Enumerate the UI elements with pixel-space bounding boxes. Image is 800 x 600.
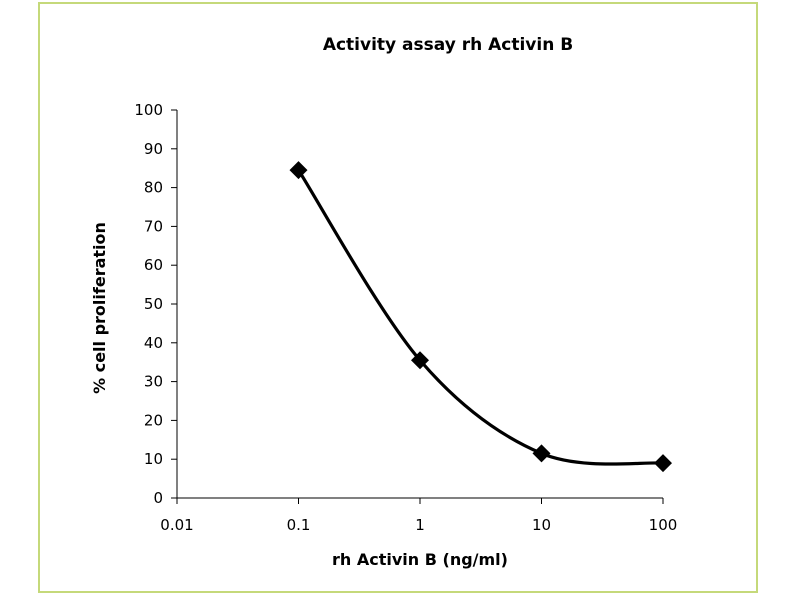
x-tick-label: 0.1 bbox=[287, 516, 311, 534]
y-axis-title: % cell proliferation bbox=[90, 222, 109, 394]
data-point-marker bbox=[411, 351, 429, 370]
x-axis: 0.01 0.1 1 10 100 bbox=[160, 497, 678, 534]
y-tick-label: 40 bbox=[144, 334, 163, 352]
series-layer bbox=[289, 161, 672, 473]
y-tick-label: 50 bbox=[144, 295, 163, 313]
x-tick-label: 1 bbox=[415, 516, 425, 534]
y-tick-label: 20 bbox=[144, 411, 163, 429]
y-axis: 0 10 20 30 40 50 60 70 80 90 100 bbox=[134, 101, 178, 507]
data-point-marker bbox=[289, 161, 308, 180]
x-tick-label: 10 bbox=[532, 516, 551, 534]
y-tick-label: 0 bbox=[153, 489, 163, 507]
y-tick-label: 30 bbox=[144, 373, 163, 391]
chart-frame bbox=[38, 2, 758, 593]
y-tick-label: 90 bbox=[144, 140, 163, 158]
x-axis-title: rh Activin B (ng/ml) bbox=[332, 550, 508, 569]
x-tick-label: 100 bbox=[649, 516, 678, 534]
y-tick-label: 80 bbox=[144, 179, 163, 197]
y-tick-label: 60 bbox=[144, 256, 163, 274]
y-tick-label: 70 bbox=[144, 217, 163, 235]
data-point-marker bbox=[532, 444, 551, 463]
series-line bbox=[296, 168, 665, 466]
y-tick-label: 10 bbox=[144, 450, 163, 468]
data-point-marker bbox=[654, 454, 672, 473]
y-tick-label: 100 bbox=[134, 101, 163, 119]
chart-title: Activity assay rh Activin B bbox=[323, 35, 573, 55]
x-tick-label: 0.01 bbox=[160, 516, 193, 534]
